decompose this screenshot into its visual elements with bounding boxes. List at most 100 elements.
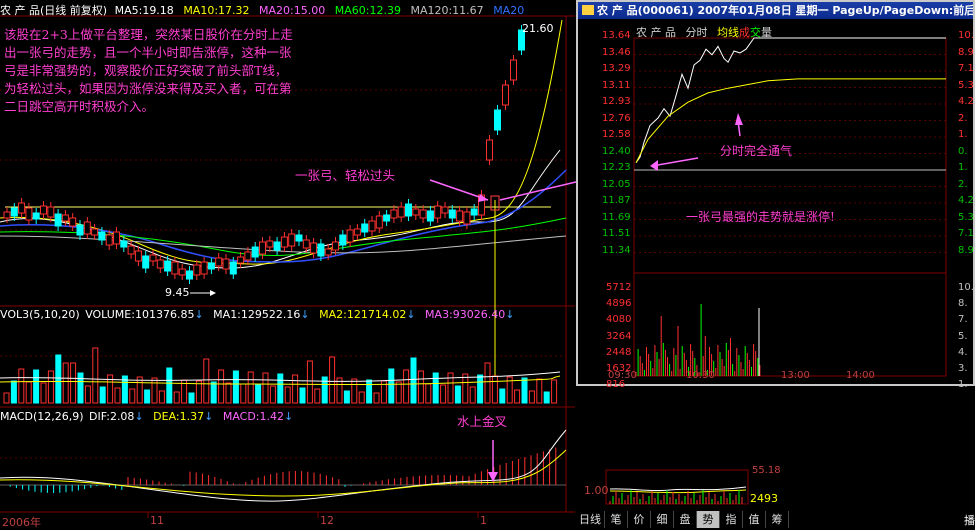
candle-body	[156, 259, 164, 269]
vol-tick: 3264	[606, 330, 632, 342]
popup-stock-name: 农 产 品	[636, 26, 676, 39]
candle-body	[280, 236, 288, 248]
volume-bar	[99, 386, 106, 404]
vol-tick: 5712	[606, 282, 632, 293]
volume-bar	[18, 368, 25, 404]
candle-body	[61, 214, 69, 222]
candle-body	[310, 242, 318, 254]
ma120-label: MA120:11.67	[410, 4, 484, 17]
annotation-line: 弓是非常强势的，观察股价正好突破了前头部T线，	[4, 63, 288, 78]
vol-right-tick: 10.	[958, 282, 974, 293]
ma120-line	[0, 235, 567, 254]
volume-bar	[92, 347, 99, 404]
volume-value: VOLUME:101376.85	[85, 308, 195, 321]
candle-body	[171, 261, 179, 275]
volume-bar	[447, 372, 454, 404]
candle-body	[266, 240, 274, 248]
volume-bar	[506, 376, 513, 404]
pct-tick: 1.	[958, 162, 968, 173]
volume-bar	[329, 356, 336, 404]
pct-tick: 2.	[958, 112, 968, 124]
candle-body	[375, 215, 383, 229]
candle-body	[288, 233, 296, 247]
tab-cheng[interactable]: 成	[739, 26, 750, 39]
ma10-label: MA10:17.32	[183, 4, 250, 17]
tab-shi[interactable]: 势	[697, 511, 720, 528]
candle-body	[244, 251, 252, 261]
volume-bar	[314, 388, 321, 404]
vol-ma3: MA3:93026.40	[425, 308, 506, 321]
volume-bar	[121, 375, 128, 404]
tab-jia[interactable]: 价	[628, 511, 651, 528]
candle-body	[149, 254, 157, 262]
candle-body	[441, 206, 449, 214]
candle-body	[339, 234, 347, 246]
time-tick: 10:30	[686, 370, 715, 381]
candle-body	[273, 241, 281, 251]
mini-left-label: 1.00	[584, 484, 609, 497]
pct-tick: 1.	[958, 129, 968, 140]
pct-tick: 7.1	[958, 63, 974, 74]
pct-tick: 5.3	[958, 211, 974, 223]
volume-bar	[432, 372, 439, 404]
volume-bar	[373, 392, 380, 404]
tab-xi[interactable]: 细	[651, 511, 674, 528]
volume-bar	[543, 391, 550, 404]
vol-label: VOL3(5,10,20)	[0, 308, 80, 321]
volume-bar	[306, 360, 313, 404]
main-chart-header: 农 产 品(日线 前复权) MA5:19.18 MA10:17.32 MA20:…	[0, 2, 524, 18]
candle-body	[426, 210, 434, 222]
xaxis-label: 11	[150, 514, 164, 527]
tab-zhi2[interactable]: 值	[743, 511, 766, 528]
candle-body	[390, 209, 398, 219]
candle-body	[83, 221, 91, 235]
tab-fenshi[interactable]: 分时	[685, 26, 708, 39]
volume-bar	[151, 377, 158, 404]
tab-rixian[interactable]: 日线	[576, 511, 605, 528]
popup-titlebar[interactable]: 农 产 品(000061) 2007年01月08日 星期一 PageUp/Pag…	[578, 2, 973, 19]
candle-body	[317, 243, 325, 257]
price-tick: 11.87	[602, 195, 631, 206]
candle-body	[383, 214, 391, 222]
volume-bar	[358, 391, 365, 404]
tab-pan[interactable]: 盘	[674, 511, 697, 528]
candle-body	[164, 260, 172, 272]
tab-jiao[interactable]: 交	[750, 26, 761, 39]
xaxis-label: 12	[320, 514, 334, 527]
macd-bars	[9, 447, 557, 493]
candle-body	[207, 262, 215, 270]
pct-tick: 8.9	[958, 244, 974, 256]
volume-bar	[240, 383, 247, 404]
annotation-yizhanggong: 一张弓、轻松过头	[295, 168, 396, 183]
candle-body	[368, 220, 376, 232]
intraday-popup[interactable]: 农 产 品(000061) 2007年01月08日 星期一 PageUp/Pag…	[576, 0, 975, 390]
volume-bar	[62, 362, 69, 404]
volume-bar	[84, 385, 91, 404]
candle-body	[3, 211, 11, 219]
pct-tick: 4.2	[958, 195, 974, 206]
candle-body	[361, 223, 369, 233]
price-tick: 12.76	[602, 112, 631, 124]
candle-body	[259, 241, 266, 255]
tab-zhi[interactable]: 指	[720, 511, 743, 528]
tab-liang[interactable]: 量	[761, 26, 772, 39]
candle-body	[470, 208, 478, 216]
tab-junxian[interactable]: 均线	[717, 26, 739, 39]
tab-bi[interactable]: 笔	[605, 511, 628, 528]
ma60-label: MA60:12.39	[334, 4, 401, 17]
volume-bar	[440, 384, 447, 404]
candle-body	[186, 270, 193, 280]
volume-bar	[454, 385, 461, 404]
high-price-label: 21.60	[522, 22, 554, 35]
candle-body	[419, 209, 427, 219]
candle-body	[215, 257, 223, 267]
volume-bar	[462, 373, 469, 404]
candle-body	[25, 207, 33, 221]
pct-tick: 8.9	[958, 46, 974, 58]
candles-group	[3, 25, 525, 284]
tab-chou[interactable]: 筹	[766, 511, 789, 528]
price-tick: 13.64	[602, 30, 631, 41]
time-tick: 09:30	[608, 370, 637, 381]
candle-body	[40, 205, 47, 215]
volume-bar	[299, 387, 306, 404]
